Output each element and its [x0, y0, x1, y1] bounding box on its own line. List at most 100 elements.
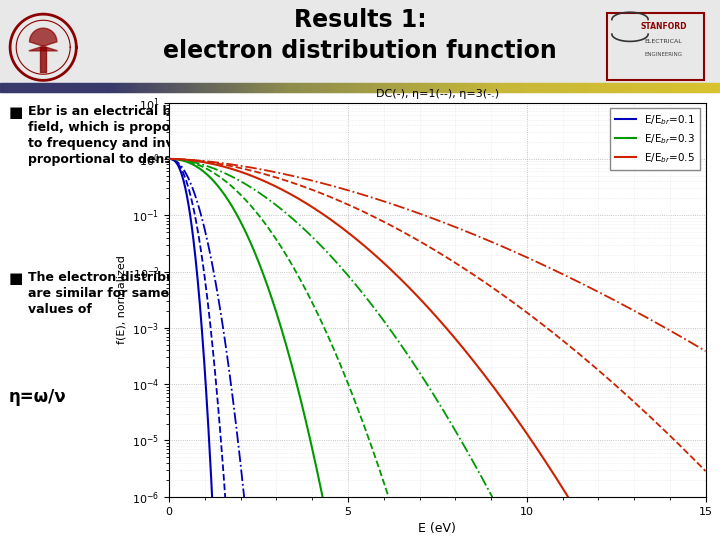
Bar	[559, 83, 562, 92]
Bar	[324, 83, 326, 92]
Bar	[343, 83, 346, 92]
Bar	[240, 83, 243, 92]
Bar	[408, 83, 410, 92]
Bar	[31, 83, 34, 92]
Bar	[533, 83, 535, 92]
Bar	[77, 83, 79, 92]
Bar	[639, 83, 641, 92]
Bar	[571, 83, 574, 92]
Bar	[317, 83, 319, 92]
Bar	[67, 83, 70, 92]
Bar	[122, 83, 125, 92]
Bar	[621, 83, 624, 92]
Text: electron distribution function: electron distribution function	[163, 39, 557, 63]
Bar	[132, 83, 135, 92]
Bar	[389, 83, 391, 92]
Bar	[17, 83, 19, 92]
Bar	[91, 83, 94, 92]
Bar	[446, 83, 449, 92]
Bar	[485, 83, 487, 92]
Bar	[281, 83, 283, 92]
Bar	[502, 83, 504, 92]
Bar	[377, 83, 379, 92]
Bar	[444, 83, 446, 92]
Bar	[677, 83, 679, 92]
Bar	[130, 83, 132, 92]
Bar	[225, 83, 228, 92]
Bar	[418, 83, 420, 92]
Bar	[531, 83, 533, 92]
Bar	[218, 83, 221, 92]
Bar	[456, 83, 459, 92]
Bar	[96, 83, 99, 92]
Bar	[691, 83, 693, 92]
Bar	[617, 83, 619, 92]
Bar	[583, 83, 585, 92]
Bar	[27, 83, 29, 92]
Bar	[331, 83, 333, 92]
Bar	[367, 83, 369, 92]
Bar	[146, 83, 149, 92]
Bar	[319, 83, 322, 92]
Bar	[459, 83, 461, 92]
Bar	[245, 83, 247, 92]
Bar	[369, 83, 372, 92]
Bar	[540, 83, 542, 92]
Bar	[261, 83, 264, 92]
Bar	[698, 83, 701, 92]
Bar	[156, 83, 158, 92]
Bar	[99, 83, 101, 92]
Bar	[142, 83, 144, 92]
Polygon shape	[29, 28, 58, 51]
Bar	[713, 83, 715, 92]
Bar	[662, 83, 665, 92]
Bar	[670, 83, 672, 92]
Text: STANFORD: STANFORD	[640, 22, 686, 31]
Bar	[636, 83, 639, 92]
Bar	[41, 83, 43, 92]
Bar	[158, 83, 161, 92]
Bar	[307, 83, 310, 92]
Bar	[79, 83, 81, 92]
Bar	[466, 83, 468, 92]
Bar	[410, 83, 413, 92]
Bar	[259, 83, 261, 92]
Bar	[269, 83, 271, 92]
Bar	[187, 83, 189, 92]
Bar	[441, 83, 444, 92]
Bar	[24, 83, 27, 92]
Bar	[569, 83, 571, 92]
Bar	[173, 83, 175, 92]
Bar	[55, 83, 58, 92]
Bar	[521, 83, 523, 92]
Bar	[351, 83, 353, 92]
Bar	[706, 83, 708, 92]
Bar	[228, 83, 230, 92]
Bar	[101, 83, 103, 92]
Y-axis label: f(E), normalized: f(E), normalized	[117, 255, 127, 344]
Bar	[161, 83, 163, 92]
Bar	[430, 83, 432, 92]
Bar	[468, 83, 470, 92]
Bar	[288, 83, 290, 92]
Bar	[175, 83, 178, 92]
Bar	[348, 83, 351, 92]
Bar	[0, 83, 2, 92]
Bar	[329, 83, 331, 92]
Bar	[715, 83, 718, 92]
Bar	[477, 83, 480, 92]
Bar	[391, 83, 394, 92]
Bar	[511, 83, 513, 92]
Bar	[603, 83, 605, 92]
Bar	[387, 83, 389, 92]
Bar	[538, 83, 540, 92]
Bar	[504, 83, 506, 92]
Bar	[127, 83, 130, 92]
Bar	[180, 83, 182, 92]
Bar	[120, 83, 122, 92]
Bar	[682, 83, 684, 92]
Bar	[650, 83, 653, 92]
Bar	[43, 83, 45, 92]
Bar	[372, 83, 374, 92]
Bar	[353, 83, 355, 92]
